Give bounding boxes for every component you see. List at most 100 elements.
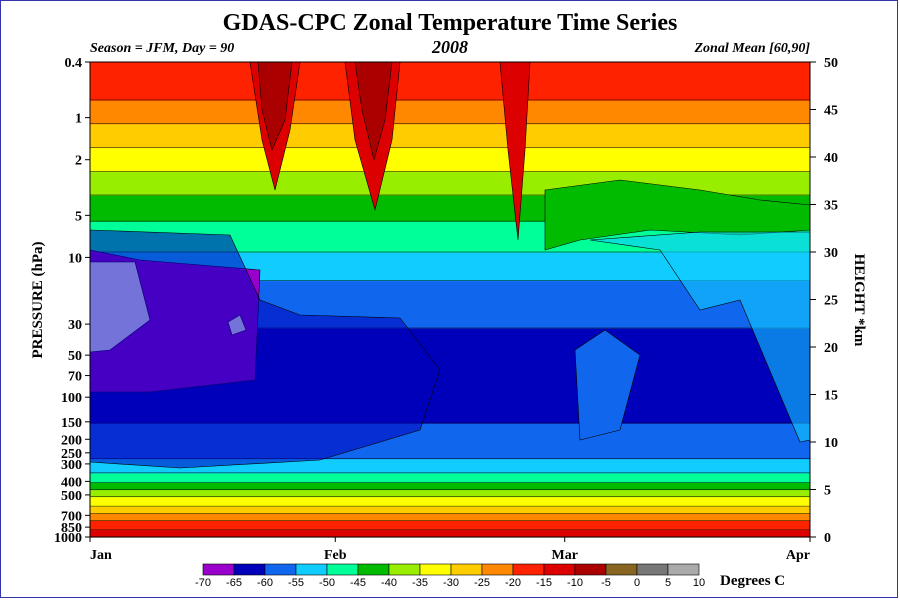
temperature-band xyxy=(90,482,810,486)
y2-axis-label: HEIGHT *km xyxy=(851,254,867,347)
temperature-band xyxy=(90,399,810,403)
colorbar-swatch xyxy=(326,563,359,576)
temperature-band xyxy=(90,209,810,213)
temperature-band xyxy=(90,149,810,153)
temperature-band xyxy=(90,432,810,436)
temperature-band xyxy=(90,185,810,189)
height-tick-label: 5 xyxy=(824,484,831,499)
temperature-band xyxy=(90,109,810,113)
temperature-band xyxy=(90,513,810,517)
height-tick-label: 30 xyxy=(824,246,838,261)
height-tick-label: 40 xyxy=(824,151,838,166)
y-axis-label: PRESSURE (hPa) xyxy=(30,241,46,358)
temperature-band xyxy=(90,318,810,322)
colorbar-unit-label: Degrees C xyxy=(720,573,785,589)
temperature-band xyxy=(90,268,810,272)
temperature-band xyxy=(90,385,810,388)
colorbar-level-label: -65 xyxy=(226,577,242,589)
temperature-band xyxy=(90,456,810,460)
temperature-band xyxy=(90,100,810,103)
temperature-band xyxy=(90,465,810,469)
colorbar-level-label: 5 xyxy=(665,577,671,589)
colorbar-swatch xyxy=(388,563,421,576)
contour-features xyxy=(89,61,811,469)
temperature-band xyxy=(90,199,810,203)
temperature-band xyxy=(90,354,810,358)
temperature-band xyxy=(90,216,810,220)
colorbar-swatch xyxy=(357,563,390,576)
height-tick-label: 0 xyxy=(824,531,831,546)
pressure-tick-label: 1000 xyxy=(54,531,82,546)
temperature-band xyxy=(90,503,810,507)
temperature-band xyxy=(90,461,810,464)
colorbar-level-label: -50 xyxy=(319,577,335,589)
temperature-band xyxy=(90,442,810,445)
temperature-band xyxy=(90,430,810,434)
temperature-band xyxy=(90,527,810,531)
temperature-band xyxy=(90,325,810,329)
temperature-band xyxy=(90,320,810,324)
temperature-band xyxy=(90,62,810,65)
temperature-band xyxy=(90,316,810,320)
temperature-band xyxy=(90,121,810,125)
colorbar-level-label: -15 xyxy=(536,577,552,589)
temperature-band xyxy=(90,311,810,315)
temperature-band xyxy=(90,128,810,132)
pressure-tick-label: 10 xyxy=(68,251,82,266)
temperature-band xyxy=(90,468,810,472)
temperature-band xyxy=(90,496,810,500)
temperature-band xyxy=(90,71,810,75)
pressure-tick-label: 300 xyxy=(61,458,82,473)
pressure-tick-label: 0.4 xyxy=(65,56,83,71)
colorbar-swatch xyxy=(450,563,483,576)
temperature-band xyxy=(90,275,810,279)
temperature-band xyxy=(90,489,810,493)
temperature-band xyxy=(90,183,810,187)
temperature-band xyxy=(90,223,810,227)
temperature-band xyxy=(90,434,810,438)
temperature-band xyxy=(90,301,810,305)
temperature-band xyxy=(90,394,810,398)
temperature-band xyxy=(90,225,810,229)
temperature-band xyxy=(90,78,810,82)
pressure-tick-label: 1 xyxy=(75,112,82,127)
height-tick-label: 15 xyxy=(824,389,838,404)
temperature-band xyxy=(90,180,810,184)
temperature-band xyxy=(90,515,810,519)
height-tick-label: 10 xyxy=(824,436,838,451)
temperature-band xyxy=(90,271,810,274)
temperature-band xyxy=(90,406,810,410)
year-label: 2008 xyxy=(431,37,468,57)
temperature-band xyxy=(90,90,810,94)
temperature-band xyxy=(90,254,810,258)
colorbar-swatch xyxy=(574,563,607,576)
contour-region xyxy=(574,329,641,441)
temperature-band xyxy=(90,411,810,415)
temperature-band xyxy=(90,190,810,194)
temperature-band xyxy=(90,332,810,336)
colorbar-level-label: 10 xyxy=(693,577,705,589)
temperature-band xyxy=(90,449,810,453)
colorbar-level-label: -25 xyxy=(474,577,490,589)
temperature-band xyxy=(90,351,810,355)
temperature-band xyxy=(90,130,810,134)
temperature-band xyxy=(90,161,810,165)
temperature-band xyxy=(90,339,810,343)
colorbar-swatch xyxy=(295,563,328,576)
temperature-band xyxy=(90,138,810,141)
temperature-band xyxy=(90,66,810,70)
temperature-band xyxy=(90,119,810,122)
temperature-band xyxy=(90,337,810,341)
temperature-band xyxy=(90,290,810,293)
temperature-band xyxy=(90,64,810,68)
temperature-band xyxy=(90,294,810,298)
contour-region xyxy=(89,229,441,469)
temperature-band xyxy=(90,418,810,422)
temperature-band xyxy=(90,266,810,270)
temperature-band xyxy=(90,166,810,170)
temperature-band xyxy=(90,244,810,248)
temperature-band xyxy=(90,389,810,393)
temperature-band xyxy=(90,306,810,310)
